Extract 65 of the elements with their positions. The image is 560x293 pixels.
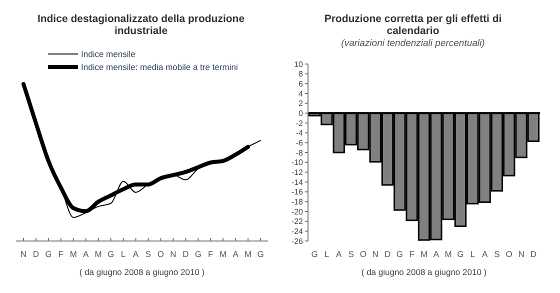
y-tick-label: -24 bbox=[291, 226, 304, 236]
x-tick-label: M bbox=[220, 249, 227, 259]
y-tick-label: 8 bbox=[298, 70, 304, 79]
y-tick-label: -8 bbox=[296, 148, 304, 158]
x-tick-label: O bbox=[157, 249, 164, 259]
x-tick-label: D bbox=[32, 249, 40, 259]
x-tick-label: F bbox=[208, 249, 214, 259]
x-tick-label: M bbox=[70, 249, 77, 259]
x-tick-label: O bbox=[506, 249, 513, 259]
chart-title: Produzione corretta per gli effetti di calendario bbox=[324, 13, 502, 37]
x-tick-label: F bbox=[409, 249, 414, 259]
x-tick-label: S bbox=[348, 249, 354, 259]
x-tick-label: O bbox=[360, 249, 367, 259]
x-tick-label: N bbox=[518, 249, 524, 259]
y-tick-label: -2 bbox=[296, 118, 304, 128]
x-tick-label: N bbox=[20, 249, 27, 259]
x-tick-label: G bbox=[457, 249, 464, 259]
legend-label: Indice mensile: media mobile a tre termini bbox=[81, 62, 238, 72]
legend-label: Indice mensile bbox=[81, 48, 136, 59]
x-tick-label: S bbox=[145, 249, 152, 259]
y-tick-label: -4 bbox=[296, 128, 304, 138]
x-tick-label: F bbox=[58, 249, 64, 259]
x-tick-label: S bbox=[494, 249, 500, 259]
x-tick-label: L bbox=[324, 249, 330, 259]
x-tick-label: D bbox=[384, 249, 391, 259]
y-tick-label: -12 bbox=[291, 168, 304, 177]
x-tick-label: G bbox=[257, 249, 264, 259]
x-tick-label: N bbox=[170, 249, 176, 259]
y-tick-label: 2 bbox=[298, 99, 304, 108]
x-tick-label: A bbox=[132, 249, 139, 259]
chart-title: Indice destagionalizzato della produzione industriale bbox=[37, 13, 245, 37]
y-tick-label: -14 bbox=[291, 178, 304, 187]
x-tick-label: D bbox=[182, 249, 189, 259]
y-tick-label: 6 bbox=[298, 79, 304, 88]
x-tick-label: A bbox=[482, 249, 488, 259]
x-axis-title: ( da giugno 2008 a giugno 2010 ) bbox=[79, 267, 205, 277]
x-tick-label: A bbox=[336, 249, 342, 259]
x-tick-label: D bbox=[530, 249, 537, 259]
y-tick-label: -6 bbox=[296, 138, 304, 148]
chart-subtitle: (variazioni tendenziali percentuali) bbox=[341, 38, 485, 49]
y-tick-label: 0 bbox=[298, 108, 304, 118]
x-tick-label: G bbox=[45, 249, 52, 259]
x-tick-label: L bbox=[470, 249, 476, 259]
y-tick-label: -20 bbox=[291, 207, 304, 216]
x-tick-label: N bbox=[372, 249, 378, 259]
y-tick-label: -16 bbox=[291, 188, 304, 197]
x-tick-label: A bbox=[83, 249, 90, 259]
x-tick-label: L bbox=[120, 249, 126, 259]
y-tick-label: 4 bbox=[298, 89, 304, 98]
y-tick-label: -22 bbox=[291, 217, 304, 226]
y-tick-label: -10 bbox=[291, 158, 304, 168]
x-tick-label: M bbox=[244, 249, 252, 259]
x-tick-label: M bbox=[444, 249, 452, 259]
x-axis-title: ( da giugno 2008 a giugno 2010 ) bbox=[361, 267, 487, 277]
y-tick-label: -26 bbox=[291, 236, 304, 246]
y-tick-label: -18 bbox=[291, 197, 304, 206]
x-tick-label: G bbox=[396, 249, 403, 259]
y-tick-label: 10 bbox=[294, 60, 304, 69]
x-tick-label: G bbox=[108, 249, 114, 259]
x-tick-label: M bbox=[420, 249, 428, 259]
x-tick-label: A bbox=[433, 249, 440, 259]
x-tick-label: M bbox=[94, 249, 102, 259]
x-tick-label: A bbox=[232, 249, 239, 259]
x-tick-label: G bbox=[194, 249, 202, 259]
x-tick-label: G bbox=[311, 249, 318, 259]
